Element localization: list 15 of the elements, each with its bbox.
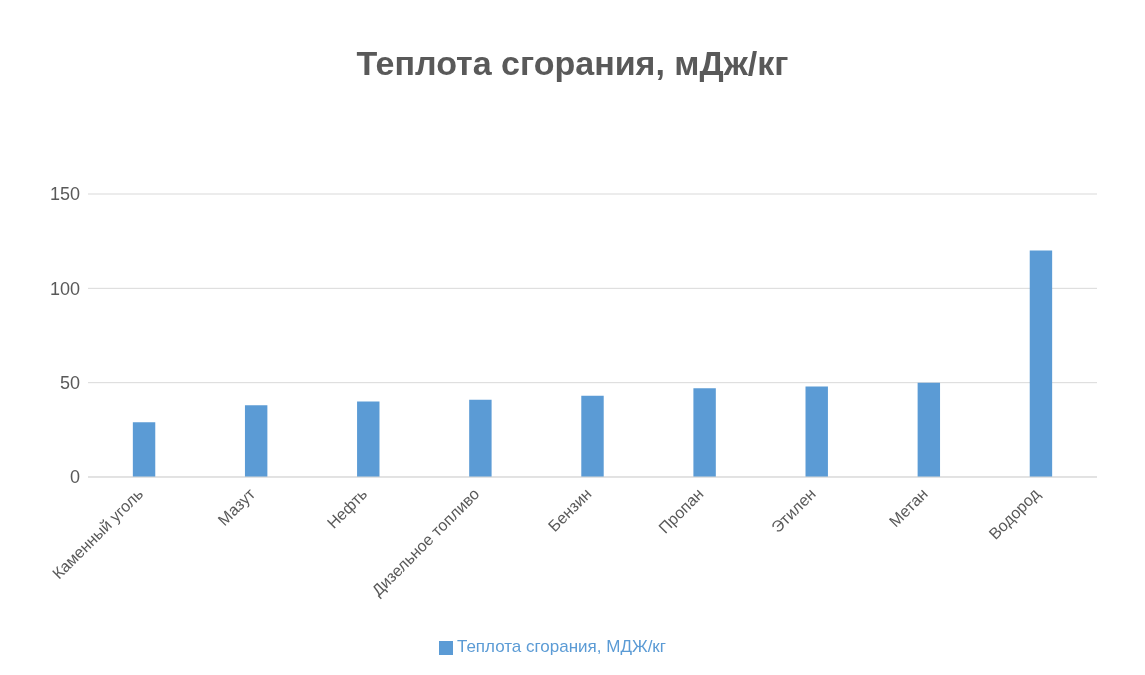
legend-label: Теплота сгорания, МДЖ/кг — [456, 637, 666, 656]
y-tick-label: 50 — [59, 373, 80, 394]
bar — [469, 399, 492, 477]
bar — [357, 401, 380, 477]
y-tick-label: 0 — [69, 467, 80, 488]
bar — [1029, 250, 1053, 477]
bar — [132, 422, 156, 477]
bar — [917, 382, 941, 477]
chart-title: Теплота сгорания, мДж/кг — [355, 43, 790, 84]
bar — [244, 405, 268, 477]
y-tick-label: 150 — [49, 184, 80, 205]
y-tick-label: 100 — [49, 278, 80, 299]
bar — [581, 395, 604, 477]
bar — [693, 388, 716, 477]
bar — [805, 386, 828, 477]
